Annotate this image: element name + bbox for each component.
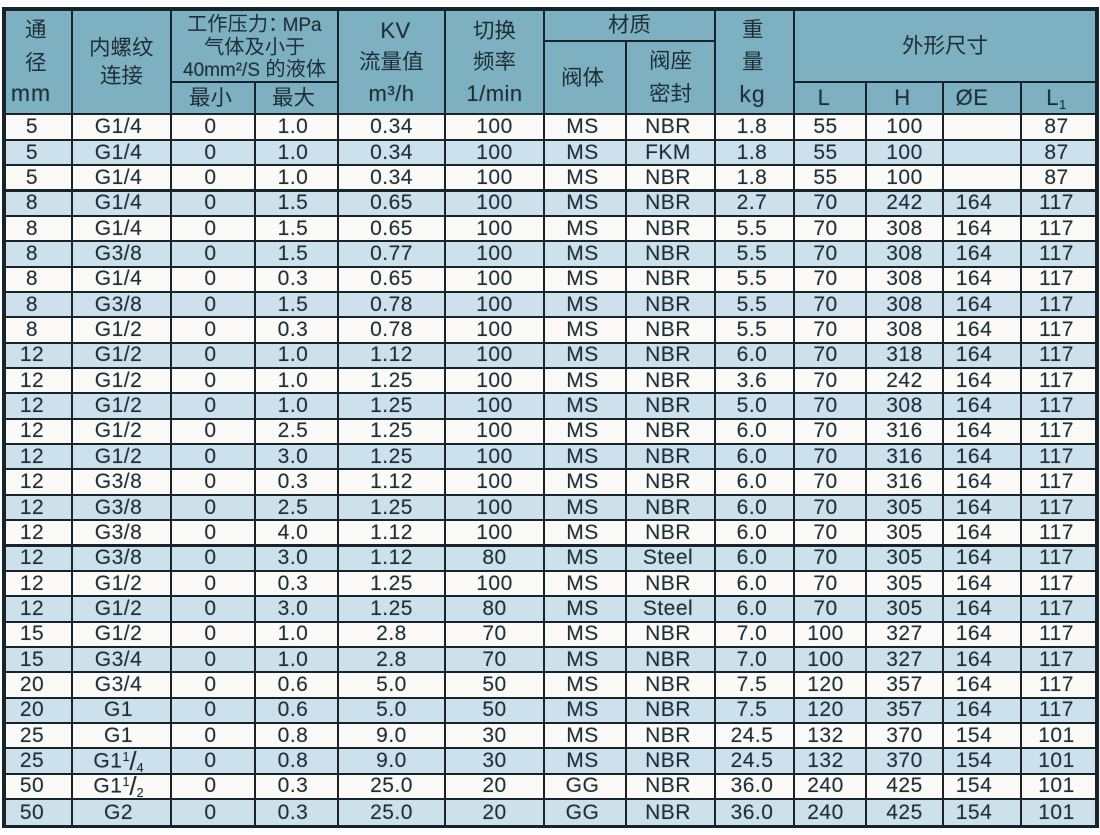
svg-text:MPa: MPa xyxy=(283,15,322,36)
svg-text:40mm²/S: 40mm²/S xyxy=(183,60,260,81)
